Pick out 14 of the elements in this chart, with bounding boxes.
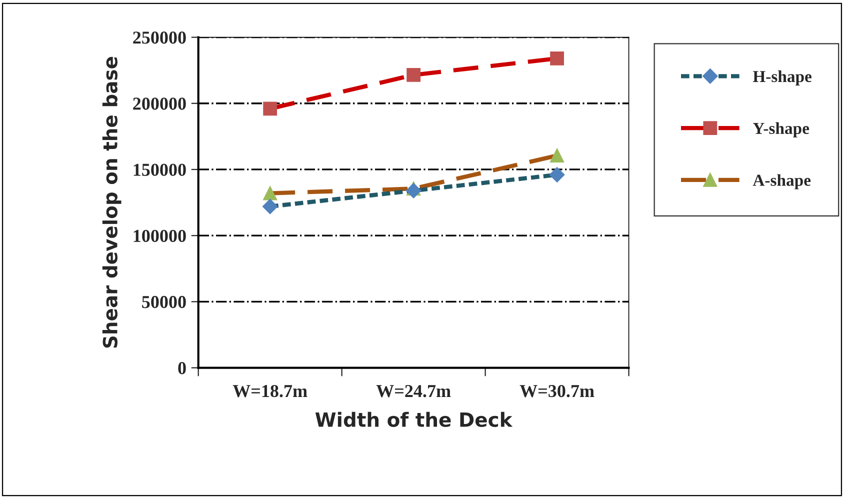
legend-label: A-shape: [752, 174, 811, 190]
y-tick-label: 50000: [142, 296, 186, 308]
y-tick-label: 0: [178, 362, 186, 374]
y-axis-title: Shear develop on the base: [102, 56, 122, 348]
legend-label: H-shape: [752, 70, 812, 86]
x-tick-label: W=18.7m: [232, 384, 308, 398]
x-axis-title: Width of the Deck: [315, 412, 513, 427]
y-tick-label: 150000: [134, 164, 186, 176]
y-tick-label: 100000: [134, 230, 186, 242]
legend-label: Y-shape: [752, 122, 810, 138]
y-tick-label: 200000: [133, 98, 186, 110]
x-tick-label: W=30.7m: [520, 384, 594, 398]
x-tick-label: W=24.7m: [376, 385, 451, 398]
y-tick-label: 250000: [133, 32, 186, 44]
